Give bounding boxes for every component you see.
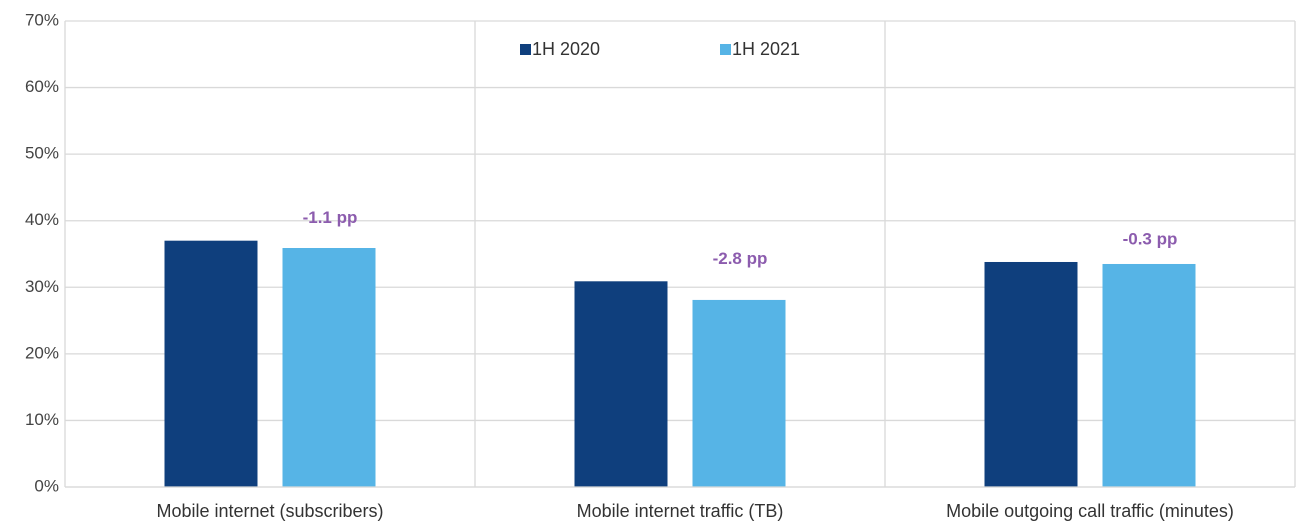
x-tick-label: Mobile internet (subscribers): [156, 501, 383, 521]
annotation: -1.1 pp: [303, 208, 358, 227]
annotation: -2.8 pp: [713, 249, 768, 268]
bar: [282, 248, 376, 487]
bar: [164, 240, 258, 487]
y-tick-label: 70%: [25, 10, 59, 29]
y-tick-label: 20%: [25, 343, 59, 362]
bar: [692, 299, 786, 487]
legend-label: 1H 2020: [532, 39, 600, 59]
legend-swatch: [720, 44, 731, 55]
x-tick-label: Mobile internet traffic (TB): [577, 501, 784, 521]
bar: [574, 281, 668, 487]
legend-label: 1H 2021: [732, 39, 800, 59]
y-tick-label: 40%: [25, 210, 59, 229]
bar: [1102, 263, 1196, 487]
legend-swatch: [520, 44, 531, 55]
y-tick-label: 10%: [25, 410, 59, 429]
bar: [984, 261, 1078, 487]
x-tick-label: Mobile outgoing call traffic (minutes): [946, 501, 1234, 521]
y-tick-label: 50%: [25, 144, 59, 163]
y-tick-label: 30%: [25, 277, 59, 296]
annotation: -0.3 pp: [1123, 229, 1178, 248]
y-tick-label: 0%: [34, 476, 59, 495]
y-tick-label: 60%: [25, 77, 59, 96]
